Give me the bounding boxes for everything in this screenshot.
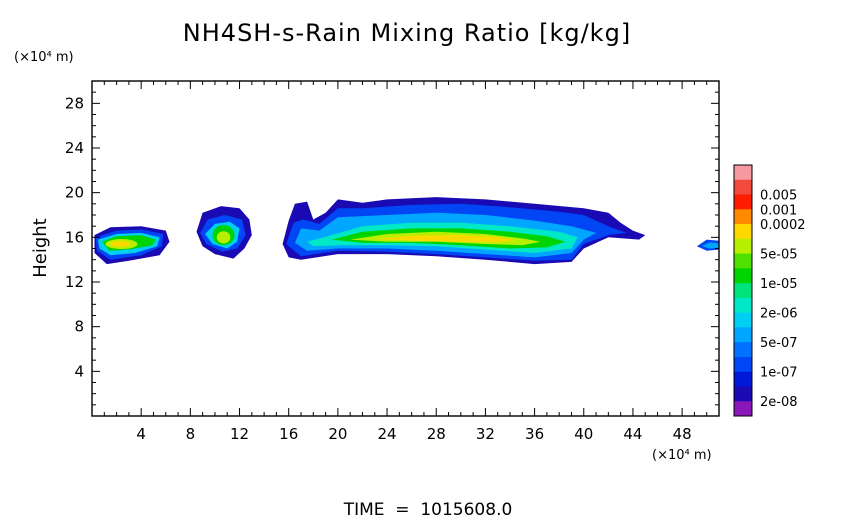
colorbar-label: 5e-07 [760, 336, 798, 351]
colorbar-swatch [734, 194, 752, 210]
colorbar-swatch [734, 253, 752, 269]
colorbar-label: 0.005 [760, 189, 797, 204]
y-tick-label: 12 [65, 273, 84, 291]
colorbar-label: 0.001 [760, 203, 797, 218]
colorbar-swatch [734, 283, 752, 299]
y-tick-label: 28 [65, 94, 84, 112]
colorbar-label: 1e-05 [760, 277, 798, 292]
colorbar-label: 1e-07 [760, 366, 798, 381]
y-axis-ticks: 4 8 12 16 20 24 28 [65, 91, 719, 406]
x-tick-label: 8 [186, 425, 196, 443]
chart-title: NH4SH-s-Rain Mixing Ratio [kg/kg] [183, 19, 631, 47]
colorbar-swatch [734, 371, 752, 387]
colorbar-swatch [734, 327, 752, 343]
x-tick-label: 24 [378, 425, 397, 443]
x-axis-ticks: 4 8 12 16 20 24 28 32 36 40 44 48 [103, 81, 708, 443]
x-tick-label: 48 [673, 425, 692, 443]
colorbar-swatch [734, 224, 752, 240]
x-tick-label: 4 [136, 425, 146, 443]
colorbar-label: 2e-08 [760, 395, 798, 410]
colorbar-swatch [734, 209, 752, 225]
x-tick-label: 12 [230, 425, 249, 443]
contour-field [94, 197, 719, 265]
colorbar-frame [733, 164, 753, 417]
colorbar-label: 5e-05 [760, 248, 798, 263]
x-tick-label: 20 [328, 425, 347, 443]
y-axis-label: Height [30, 218, 51, 278]
y-tick-label: 4 [74, 362, 84, 380]
colorbar-swatch [734, 238, 752, 255]
x-tick-label: 36 [525, 425, 544, 443]
x-tick-label: 16 [279, 425, 298, 443]
colorbar-label: 0.0002 [760, 218, 806, 233]
x-tick-label: 28 [427, 425, 446, 443]
region-left-core [110, 241, 131, 247]
region-main-core [374, 235, 517, 243]
colorbar-label: 2e-06 [760, 307, 798, 322]
region-right-sliver [701, 242, 719, 249]
x-tick-label: 32 [476, 425, 495, 443]
colorbar-swatch [734, 312, 752, 328]
colorbar-swatch [734, 297, 752, 314]
colorbar-swatch [734, 401, 752, 417]
y-tick-label: 8 [74, 318, 84, 336]
colorbar-swatch [734, 356, 752, 373]
y-tick-label: 20 [65, 184, 84, 202]
x-axis-unit: (×10⁴ m) [652, 448, 712, 463]
colorbar-swatch [734, 179, 752, 196]
x-tick-label: 40 [574, 425, 593, 443]
colorbar-swatch [734, 268, 752, 284]
region-mid-core [216, 231, 231, 244]
colorbar-swatch [734, 386, 752, 402]
y-tick-label: 16 [65, 228, 84, 246]
colorbar-swatch [734, 165, 752, 181]
time-label: TIME = 1015608.0 [343, 500, 513, 519]
colorbar-swatch [734, 342, 752, 358]
y-tick-label: 24 [65, 139, 84, 157]
x-tick-label: 44 [623, 425, 642, 443]
y-axis-unit: (×10⁴ m) [14, 50, 74, 65]
